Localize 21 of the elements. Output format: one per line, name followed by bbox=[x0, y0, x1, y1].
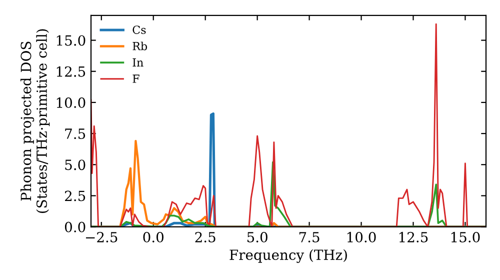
y-tick-label: 10.0 bbox=[56, 97, 86, 108]
x-tick-label: 10.0 bbox=[347, 232, 376, 242]
x-axis-title: Frequency (THz) bbox=[230, 249, 347, 263]
legend-label: Cs bbox=[132, 26, 146, 34]
y-axis-title: Phonon projected DOS (States/THz·primitive cell) bbox=[20, 29, 50, 213]
y-tick-label: 0.0 bbox=[64, 222, 86, 232]
legend-label: F bbox=[132, 74, 140, 83]
x-tick-label: 15.0 bbox=[451, 232, 480, 242]
y-tick-label: 12.5 bbox=[56, 66, 86, 77]
y-tick-label: 15.0 bbox=[56, 35, 86, 46]
y-tick-label: 5.0 bbox=[65, 160, 86, 170]
x-tick-label: 5.0 bbox=[247, 232, 268, 242]
legend-label: In bbox=[132, 58, 144, 66]
x-tick-label: −2.5 bbox=[86, 232, 118, 242]
x-tick-label: 2.5 bbox=[195, 232, 216, 242]
x-tick-label: 0.0 bbox=[143, 232, 164, 242]
y-tick-label: 2.5 bbox=[64, 190, 86, 202]
x-tick-label: 12.5 bbox=[399, 232, 428, 242]
legend-label: Rb bbox=[132, 42, 148, 50]
x-tick-label: 7.5 bbox=[299, 232, 320, 242]
y-tick-label: 7.5 bbox=[65, 128, 86, 140]
